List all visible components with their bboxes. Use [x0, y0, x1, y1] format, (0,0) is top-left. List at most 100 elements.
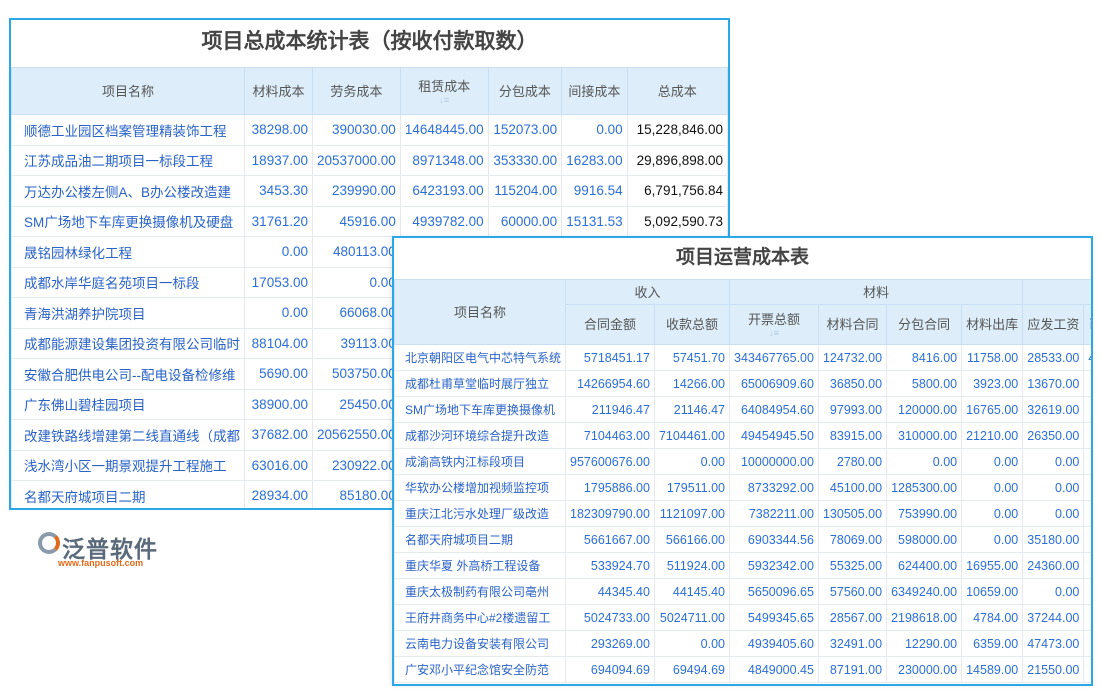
column-header[interactable]: 开票总额 ↓≡: [729, 304, 819, 345]
project-name-link[interactable]: SM广场地下车库更换摄像机及硬盘: [11, 205, 245, 237]
project-name-link[interactable]: 青海洪湖养护院项目: [11, 297, 245, 329]
cell: 8971348.00: [399, 144, 489, 176]
cell: 0.00: [886, 448, 963, 475]
table-row[interactable]: SM广场地下车库更换摄像机 211946.47 21146.47 64084954.6…: [394, 396, 1091, 423]
project-name-link[interactable]: 成都杜甫草堂临时展厅独立: [394, 370, 567, 397]
cell: 5718451.17: [565, 344, 655, 371]
column-header[interactable]: 已付劳务款: [1083, 304, 1091, 345]
table-row[interactable]: 广安邓小平纪念馆安全防范 694094.69 69494.69 4849000.45 8…: [394, 656, 1091, 683]
project-name-link[interactable]: 万达办公楼左侧A、B办公楼改造建: [11, 175, 245, 207]
cell: 130505.00: [817, 500, 888, 527]
table-row[interactable]: SM广场地下车库更换摄像机及硬盘 31761.20 45916.00 4939782.…: [11, 205, 728, 237]
project-name-link[interactable]: 名都天府城项目二期: [394, 526, 567, 553]
project-name-link[interactable]: 名都天府城项目二期: [11, 480, 245, 508]
column-header-label: 项目名称: [101, 83, 154, 99]
project-name-link[interactable]: 晟铭园林绿化工程: [11, 236, 245, 268]
cell: 21550.00: [1022, 656, 1085, 683]
column-header[interactable]: 项目名称: [11, 67, 245, 115]
column-header[interactable]: 总成本: [626, 67, 728, 115]
column-header[interactable]: 合同金额: [565, 304, 655, 345]
project-name-link[interactable]: 重庆江北污水处理厂级改造: [394, 500, 567, 527]
cell: 2198618.00: [886, 604, 963, 631]
cell: 24360.00: [1022, 552, 1085, 579]
table-row[interactable]: 成都杜甫草堂临时展厅独立 14266954.60 14266.00 65006909.…: [394, 370, 1091, 397]
table-row[interactable]: 江苏成品油二期项目一标段工程 18937.00 20537000.00 8971348…: [11, 144, 728, 176]
column-header[interactable]: 分包成本: [487, 67, 563, 115]
table-row[interactable]: 华软办公楼增加视频监控项 1795886.00 179511.00 8733292.0…: [394, 474, 1091, 501]
cell: 57451.70: [653, 344, 731, 371]
cell: 4939405.60: [729, 630, 819, 657]
column-header[interactable]: 租赁成本 ↓≡: [399, 67, 489, 115]
cell: 7104461.00: [653, 422, 731, 449]
table-row[interactable]: 万达办公楼左侧A、B办公楼改造建 3453.30 239990.00 6423193.…: [11, 175, 728, 207]
cell: 85180.00: [311, 480, 401, 508]
table-row[interactable]: 重庆太极制药有限公司亳州 44345.40 44145.40 5650096.65 57…: [394, 578, 1091, 605]
project-name-link[interactable]: 广东佛山碧桂园项目: [11, 388, 245, 420]
table-row[interactable]: 顺德工业园区档案管理精装饰工程 38298.00 390030.00 14648445…: [11, 114, 728, 146]
table-title: 项目总成本统计表（按收付款取数）: [201, 30, 538, 53]
project-name-link[interactable]: 成都能源建设集团投资有限公司临时: [11, 327, 245, 359]
cell: 480113.00: [311, 236, 401, 268]
table-row[interactable]: 北京朝阳区电气中芯特气系统 5718451.17 57451.70 343467765…: [394, 344, 1091, 371]
cell: 503750.00: [311, 358, 401, 390]
cell: 5499345.65: [729, 604, 819, 631]
project-name-link[interactable]: SM广场地下车库更换摄像机: [394, 396, 567, 423]
table-row[interactable]: 王府井商务中心#2楼遗留工 5024733.00 5024711.00 5499345…: [394, 604, 1091, 631]
column-header[interactable]: 劳务成本: [311, 67, 401, 115]
table-row[interactable]: 名都天府城项目二期 5661667.00 566166.00 6903344.56 78…: [394, 526, 1091, 553]
cell: 5024711.00: [653, 604, 731, 631]
project-name-link[interactable]: 云南电力设备安装有限公司: [394, 630, 567, 657]
column-header[interactable]: 材料合同: [817, 304, 888, 345]
cell: 0.00: [244, 297, 313, 329]
project-name-link[interactable]: 顺德工业园区档案管理精装饰工程: [11, 114, 245, 146]
cell: 87191.00: [817, 656, 888, 683]
project-name-link[interactable]: 江苏成品油二期项目一标段工程: [11, 144, 245, 176]
table-row[interactable]: 云南电力设备安装有限公司 293269.00 0.00 4939405.60 32491…: [394, 630, 1091, 657]
cell: 17053.00: [244, 266, 313, 298]
cell: 230922.00: [311, 449, 401, 481]
cell: 39113.00: [311, 327, 401, 359]
cell: 353330.00: [487, 144, 563, 176]
column-header[interactable]: 收款总额: [653, 304, 731, 345]
cell: 28567.00: [817, 604, 888, 631]
table-row[interactable]: 成渝高铁内江标段项目 957600676.00 0.00 10000000.00 278…: [394, 448, 1091, 475]
cell: 20562550.00: [311, 419, 401, 451]
cell: 21210.00: [961, 422, 1024, 449]
project-name-link[interactable]: 改建铁路线增建第二线直通线（成都: [11, 419, 245, 451]
table-row[interactable]: 成都沙河环境综合提升改造 7104463.00 7104461.00 49454945…: [394, 422, 1091, 449]
cell: 37244.00: [1022, 604, 1085, 631]
table-row[interactable]: 重庆华夏 外高桥工程设备 533924.70 511924.00 5932342.00…: [394, 552, 1091, 579]
cell: 5,092,590.73: [626, 205, 728, 237]
cell: 66068.00: [311, 297, 401, 329]
column-header[interactable]: 材料成本: [244, 67, 313, 115]
project-name-link[interactable]: 安徽合肥供电公司--配电设备检修维: [11, 358, 245, 390]
project-name-link[interactable]: 广安邓小平纪念馆安全防范: [394, 656, 567, 683]
cell: 5650096.65: [729, 578, 819, 605]
cell: 115204.00: [487, 175, 563, 207]
project-name-link[interactable]: 王府井商务中心#2楼遗留工: [394, 604, 567, 631]
table-row[interactable]: 重庆江北污水处理厂级改造 182309790.00 1121097.00 738221…: [394, 500, 1091, 527]
column-header[interactable]: 分包合同: [886, 304, 963, 345]
column-header[interactable]: 间接成本: [561, 67, 628, 115]
project-name-link[interactable]: 华软办公楼增加视频监控项: [394, 474, 567, 501]
cell: 31761.20: [244, 205, 313, 237]
cell: 343467765.00: [729, 344, 819, 371]
project-name-link[interactable]: 浅水湾小区一期景观提升工程施工: [11, 449, 245, 481]
project-name-link[interactable]: 北京朝阳区电气中芯特气系统: [394, 344, 567, 371]
sort-icon[interactable]: ↓≡: [769, 328, 779, 338]
cell: 32619.00: [1022, 396, 1085, 423]
sort-icon[interactable]: ↓≡: [439, 94, 450, 105]
project-name-link[interactable]: 重庆太极制药有限公司亳州: [394, 578, 567, 605]
cell: 624400.00: [886, 552, 963, 579]
cell: 8733292.00: [729, 474, 819, 501]
column-header[interactable]: 材料出库: [961, 304, 1024, 345]
project-name-link[interactable]: 成都沙河环境综合提升改造: [394, 422, 567, 449]
column-header[interactable]: 项目名称: [394, 279, 567, 345]
cell: 694094.69: [565, 656, 655, 683]
column-header[interactable]: 应发工资: [1022, 304, 1085, 345]
project-operating-cost-panel: 项目运营成本表 项目名称 收入 材料 合同金额 收款总额 开票总额 ↓≡ 材料合同 分包合…: [392, 236, 1093, 686]
cell: 57560.00: [817, 578, 888, 605]
project-name-link[interactable]: 重庆华夏 外高桥工程设备: [394, 552, 567, 579]
project-name-link[interactable]: 成渝高铁内江标段项目: [394, 448, 567, 475]
project-name-link[interactable]: 成都水岸华庭名苑项目一标段: [11, 266, 245, 298]
